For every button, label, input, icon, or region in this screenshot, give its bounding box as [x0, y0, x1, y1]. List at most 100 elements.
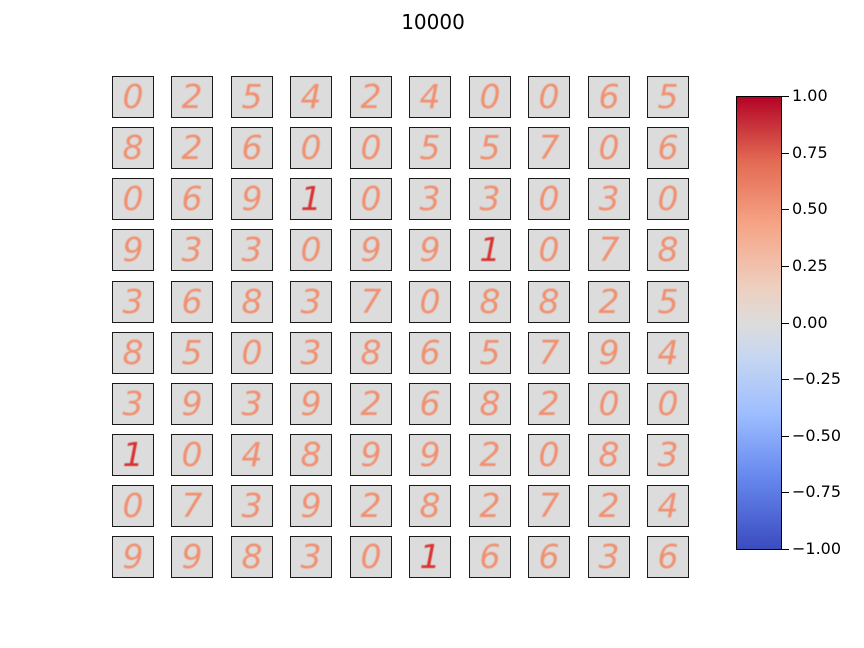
digit-tile: 9 — [231, 178, 273, 220]
digit-tile: 1 — [469, 229, 511, 271]
digit-tile: 5 — [647, 281, 689, 323]
digit-glyph: 8 — [122, 333, 144, 372]
digit-glyph: 3 — [419, 179, 441, 218]
digit-glyph: 4 — [241, 435, 263, 474]
digit-tile: 3 — [290, 281, 332, 323]
digit-glyph: 2 — [598, 486, 620, 525]
digit-glyph: 4 — [300, 77, 322, 116]
digit-glyph: 6 — [181, 282, 203, 321]
digit-tile: 9 — [290, 383, 332, 425]
colorbar-tick — [782, 492, 789, 494]
digit-glyph: 3 — [241, 384, 263, 423]
digit-glyph: 2 — [538, 384, 560, 423]
digit-glyph: 4 — [657, 486, 679, 525]
digit-glyph: 8 — [300, 435, 322, 474]
digit-tile: 8 — [112, 127, 154, 169]
digit-tile: 0 — [290, 229, 332, 271]
digit-glyph: 2 — [360, 486, 382, 525]
digit-glyph: 7 — [538, 333, 560, 372]
digit-glyph: 3 — [300, 537, 322, 576]
digit-tile: 8 — [112, 332, 154, 374]
digit-tile: 6 — [647, 536, 689, 578]
digit-glyph: 9 — [419, 230, 441, 269]
digit-glyph: 9 — [419, 435, 441, 474]
digit-glyph: 3 — [122, 384, 144, 423]
digit-tile: 3 — [290, 536, 332, 578]
digit-glyph: 4 — [657, 333, 679, 372]
digit-glyph: 8 — [598, 435, 620, 474]
digit-glyph: 2 — [598, 282, 620, 321]
digit-glyph: 6 — [538, 537, 560, 576]
digit-glyph: 8 — [122, 128, 144, 167]
digit-glyph: 0 — [538, 435, 560, 474]
digit-glyph: 2 — [181, 77, 203, 116]
digit-tile: 7 — [528, 332, 570, 374]
digit-tile: 3 — [588, 178, 630, 220]
digit-tile: 6 — [171, 178, 213, 220]
digit-glyph: 9 — [181, 537, 203, 576]
digit-tile: 2 — [588, 281, 630, 323]
colorbar-tick-label: 0.50 — [792, 199, 828, 219]
digit-glyph: 3 — [598, 537, 620, 576]
digit-tile: 9 — [112, 229, 154, 271]
digit-glyph: 3 — [241, 230, 263, 269]
digit-glyph: 0 — [122, 179, 144, 218]
digit-tile: 8 — [647, 229, 689, 271]
digit-glyph: 0 — [181, 435, 203, 474]
digit-tile: 3 — [231, 229, 273, 271]
digit-tile: 5 — [647, 76, 689, 118]
digit-glyph: 6 — [241, 128, 263, 167]
digit-tile: 7 — [528, 127, 570, 169]
digit-tile: 3 — [112, 383, 154, 425]
digit-glyph: 9 — [598, 333, 620, 372]
digit-glyph: 8 — [479, 384, 501, 423]
digit-tile: 3 — [112, 281, 154, 323]
digit-tile: 8 — [231, 281, 273, 323]
digit-tile: 5 — [409, 127, 451, 169]
digit-tile: 2 — [350, 383, 392, 425]
digit-glyph: 0 — [538, 179, 560, 218]
digit-tile: 9 — [171, 536, 213, 578]
digit-tile: 5 — [469, 127, 511, 169]
colorbar-tick-label: 0.25 — [792, 255, 828, 275]
digit-tile: 9 — [112, 536, 154, 578]
digit-glyph: 0 — [419, 282, 441, 321]
digit-tile: 8 — [231, 536, 273, 578]
colorbar-tick — [782, 209, 789, 211]
digit-glyph: 3 — [479, 179, 501, 218]
digit-tile: 2 — [171, 127, 213, 169]
digit-glyph: 3 — [181, 230, 203, 269]
digit-glyph: 8 — [657, 230, 679, 269]
digit-tile: 6 — [588, 76, 630, 118]
digit-glyph: 6 — [657, 537, 679, 576]
digit-tile: 3 — [469, 178, 511, 220]
digit-glyph: 8 — [419, 486, 441, 525]
digit-tile: 0 — [290, 127, 332, 169]
digit-glyph: 0 — [657, 179, 679, 218]
digit-glyph: 4 — [419, 77, 441, 116]
digit-glyph: 8 — [360, 333, 382, 372]
digit-glyph: 9 — [300, 384, 322, 423]
digit-glyph: 6 — [598, 77, 620, 116]
digit-glyph: 2 — [181, 128, 203, 167]
digit-glyph: 9 — [122, 537, 144, 576]
digit-glyph: 8 — [538, 282, 560, 321]
colorbar-tick — [782, 152, 789, 154]
colorbar-tick — [782, 265, 789, 267]
digit-tile: 4 — [290, 76, 332, 118]
digit-glyph: 0 — [300, 128, 322, 167]
digit-tile: 0 — [350, 127, 392, 169]
colorbar-tick — [782, 435, 789, 437]
digit-glyph: 9 — [360, 230, 382, 269]
digit-glyph: 7 — [360, 282, 382, 321]
digit-glyph: 0 — [122, 486, 144, 525]
digit-glyph: 5 — [479, 333, 501, 372]
digit-glyph: 0 — [122, 77, 144, 116]
digit-tile: 2 — [350, 76, 392, 118]
digit-tile: 0 — [528, 229, 570, 271]
digit-glyph: 2 — [479, 435, 501, 474]
digit-tile: 8 — [588, 434, 630, 476]
digit-glyph: 3 — [300, 282, 322, 321]
digit-tile: 8 — [469, 383, 511, 425]
digit-tile: 0 — [588, 383, 630, 425]
